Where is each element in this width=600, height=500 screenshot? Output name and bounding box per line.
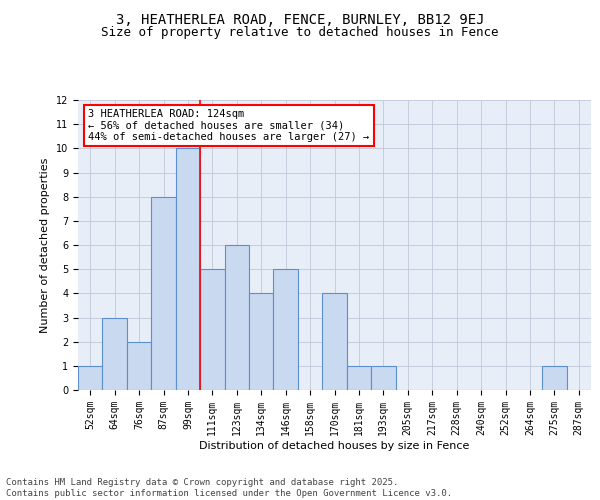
Text: Size of property relative to detached houses in Fence: Size of property relative to detached ho… <box>101 26 499 39</box>
Bar <box>274 269 298 390</box>
Bar <box>322 294 347 390</box>
Bar <box>103 318 127 390</box>
Bar <box>151 196 176 390</box>
Bar <box>249 294 274 390</box>
Bar <box>127 342 151 390</box>
Bar <box>371 366 395 390</box>
Text: 3, HEATHERLEA ROAD, FENCE, BURNLEY, BB12 9EJ: 3, HEATHERLEA ROAD, FENCE, BURNLEY, BB12… <box>116 12 484 26</box>
Y-axis label: Number of detached properties: Number of detached properties <box>40 158 50 332</box>
Bar <box>78 366 103 390</box>
Bar <box>176 148 200 390</box>
Bar <box>224 245 249 390</box>
Bar <box>542 366 566 390</box>
Bar <box>347 366 371 390</box>
X-axis label: Distribution of detached houses by size in Fence: Distribution of detached houses by size … <box>199 440 470 450</box>
Text: Contains HM Land Registry data © Crown copyright and database right 2025.
Contai: Contains HM Land Registry data © Crown c… <box>6 478 452 498</box>
Text: 3 HEATHERLEA ROAD: 124sqm
← 56% of detached houses are smaller (34)
44% of semi-: 3 HEATHERLEA ROAD: 124sqm ← 56% of detac… <box>88 108 370 142</box>
Bar <box>200 269 224 390</box>
